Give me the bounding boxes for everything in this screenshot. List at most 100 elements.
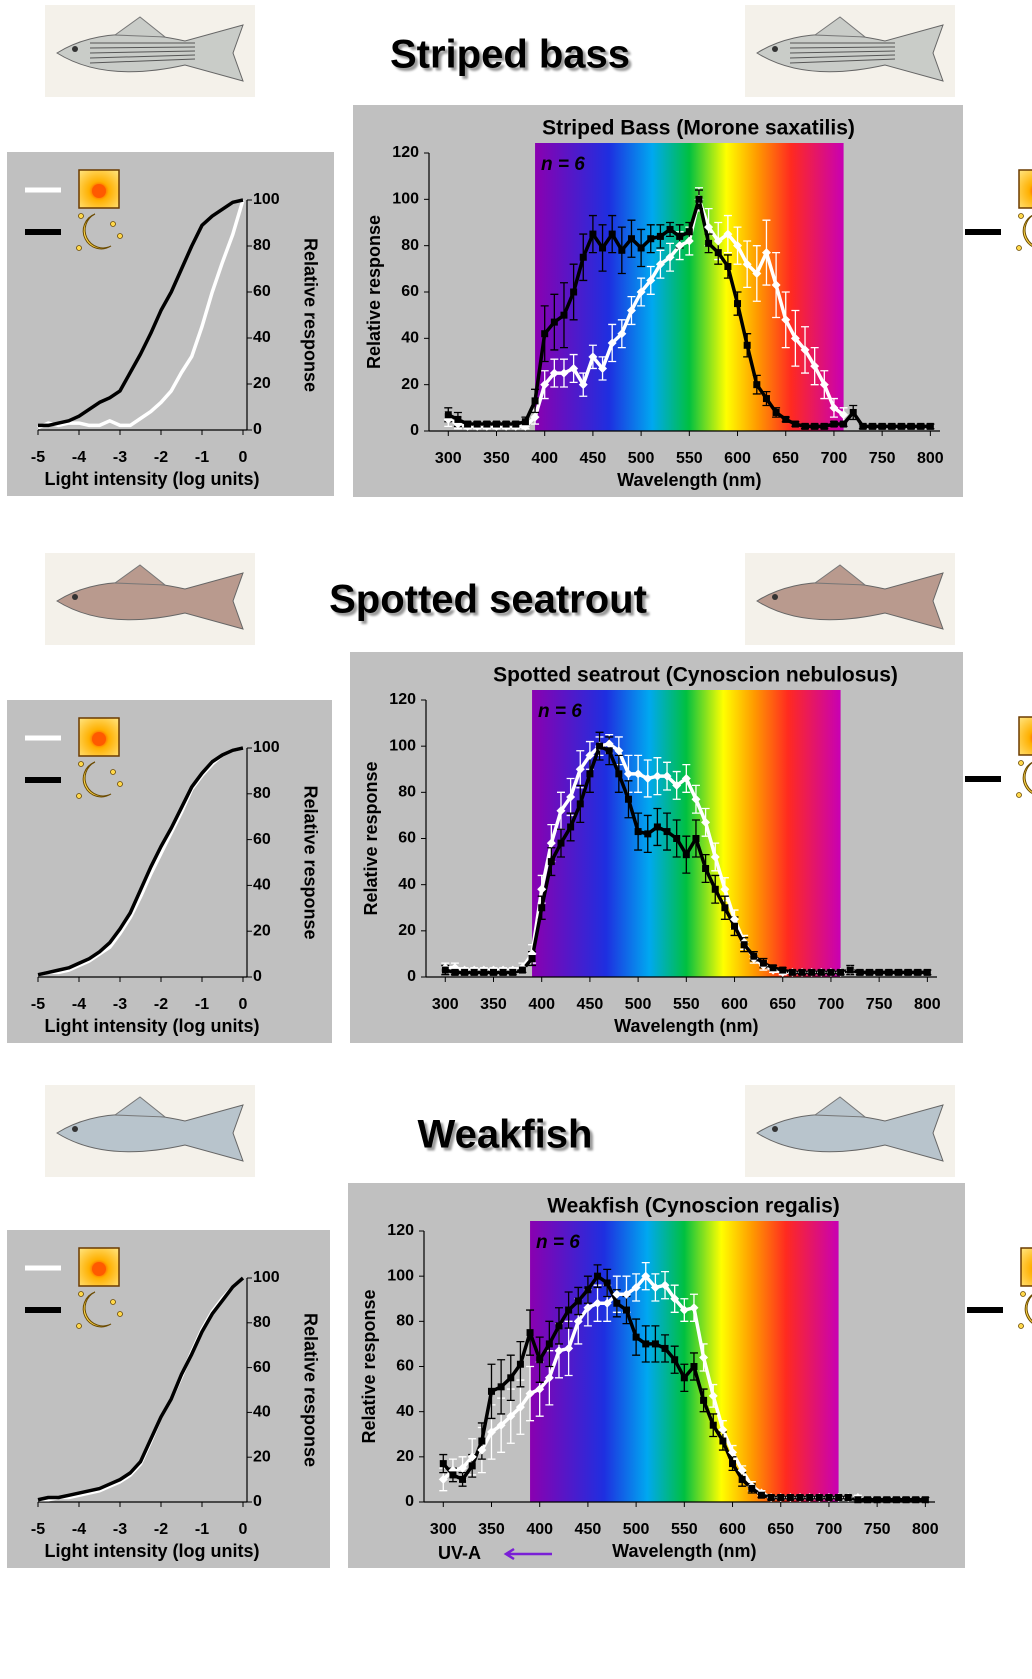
data-point	[500, 969, 507, 976]
data-point	[673, 835, 680, 842]
x-tick-label: 750	[866, 996, 893, 1013]
star-icon	[118, 234, 123, 239]
star-icon	[118, 1312, 123, 1317]
x-tick-label: 750	[869, 450, 896, 467]
y-tick-label: 100	[253, 191, 280, 208]
data-point	[777, 1494, 784, 1501]
data-point	[464, 421, 471, 428]
data-point	[442, 967, 449, 974]
y-tick-label: 40	[398, 876, 416, 893]
x-tick-label: -3	[113, 1521, 127, 1538]
y-tick-label: 60	[396, 1358, 414, 1375]
y-tick-label: 20	[253, 1448, 271, 1465]
section-heading: Striped bass	[390, 33, 630, 77]
visible-spectrum	[530, 1221, 839, 1502]
data-point	[816, 1494, 823, 1501]
y-axis-label: Relative response	[300, 238, 320, 392]
x-axis-label: Light intensity (log units)	[45, 469, 260, 489]
sun-disc	[92, 184, 106, 198]
y-axis-label: Relative response	[300, 785, 320, 939]
fish-eye	[72, 46, 78, 52]
data-point	[818, 969, 825, 976]
x-tick-label: 450	[575, 1521, 602, 1538]
x-tick-label: 600	[721, 996, 748, 1013]
x-tick-label: -5	[31, 1521, 45, 1538]
y-tick-label: 60	[253, 831, 271, 848]
data-point	[770, 964, 777, 971]
x-tick-label: 400	[528, 996, 555, 1013]
y-tick-label: 40	[253, 329, 271, 346]
y-tick-label: 40	[253, 877, 271, 894]
data-point	[840, 421, 847, 428]
data-point	[454, 416, 461, 423]
data-point	[449, 1471, 456, 1478]
y-tick-label: 0	[407, 968, 416, 985]
x-tick-label: 650	[772, 450, 799, 467]
figure: Striped bass 0 20 40 60 80 100 -5 -4 -3 -2 -1 0 Relat…	[0, 0, 1032, 1679]
data-point	[681, 1374, 688, 1381]
data-point	[903, 1496, 910, 1503]
x-tick-label: 400	[531, 450, 558, 467]
x-tick-label: -1	[195, 449, 209, 466]
data-point	[753, 381, 760, 388]
visible-spectrum	[532, 690, 841, 977]
data-point	[825, 1494, 832, 1501]
panel-background	[7, 700, 332, 1043]
data-point	[445, 411, 452, 418]
data-point	[802, 423, 809, 430]
fish-eye	[72, 1126, 78, 1132]
data-point	[859, 423, 866, 430]
star-icon	[77, 1324, 82, 1329]
x-tick-label: 750	[864, 1521, 891, 1538]
data-point	[664, 828, 671, 835]
data-point	[586, 770, 593, 777]
data-point	[879, 423, 886, 430]
y-tick-label: 100	[392, 191, 419, 208]
x-tick-label: -4	[72, 1521, 86, 1538]
star-icon	[1021, 1292, 1026, 1297]
data-point	[922, 1496, 929, 1503]
data-point	[912, 1496, 919, 1503]
data-point	[527, 1329, 534, 1336]
y-tick-label: 0	[253, 421, 262, 438]
y-tick-label: 20	[398, 922, 416, 939]
uv-label: UV-A	[438, 1543, 481, 1563]
star-icon	[1019, 761, 1024, 766]
data-point	[474, 421, 481, 428]
data-point	[830, 421, 837, 428]
data-point	[599, 244, 606, 251]
star-icon	[118, 782, 123, 787]
chart-panel: 0204060801001203003504004505005506006507…	[353, 105, 963, 497]
y-tick-label: 40	[396, 1403, 414, 1420]
data-point	[606, 747, 613, 754]
x-tick-label: 800	[917, 450, 944, 467]
y-tick-label: 0	[253, 968, 262, 985]
x-axis-label: Light intensity (log units)	[45, 1016, 260, 1036]
fish-eye	[772, 1126, 778, 1132]
y-tick-label: 60	[253, 283, 271, 300]
chart-panel: 0204060801001203003504004505005506006507…	[348, 1183, 965, 1568]
data-point	[883, 1496, 890, 1503]
data-point	[758, 1492, 765, 1499]
data-point	[538, 904, 545, 911]
data-point	[570, 289, 577, 296]
data-point	[551, 319, 558, 326]
data-point	[787, 1494, 794, 1501]
y-tick-label: 120	[389, 691, 416, 708]
y-tick-label: 80	[398, 784, 416, 801]
x-tick-label: -1	[195, 996, 209, 1013]
x-tick-label: -2	[154, 996, 168, 1013]
data-point	[555, 1322, 562, 1329]
data-point	[712, 886, 719, 893]
data-point	[440, 1460, 447, 1467]
data-point	[799, 969, 806, 976]
x-tick-label: 0	[239, 996, 248, 1013]
data-point	[461, 969, 468, 976]
data-point	[478, 1438, 485, 1445]
x-tick-label: 800	[914, 996, 941, 1013]
data-point	[498, 1383, 505, 1390]
data-point	[548, 858, 555, 865]
data-point	[719, 1438, 726, 1445]
y-tick-label: 100	[253, 1269, 280, 1286]
